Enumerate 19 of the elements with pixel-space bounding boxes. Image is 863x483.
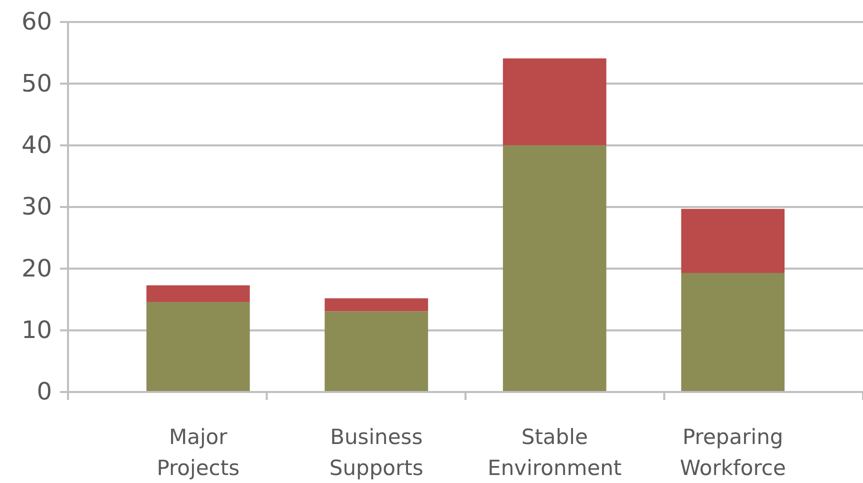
x-tick-label: Stable Environment xyxy=(488,425,622,480)
bar xyxy=(502,145,606,392)
x-tick-label: Business Supports xyxy=(329,425,424,480)
y-tick-label: 50 xyxy=(21,69,52,98)
y-tick-label: 30 xyxy=(21,192,52,221)
x-tick-label: Preparing Workforce xyxy=(680,425,786,480)
bar xyxy=(502,58,606,146)
y-tick-label: 20 xyxy=(21,254,52,282)
y-tick-label: 0 xyxy=(36,378,52,406)
y-tick-label: 40 xyxy=(21,131,52,160)
bar xyxy=(324,311,428,392)
x-tick-label: Major Projects xyxy=(156,425,240,480)
bar xyxy=(681,208,785,273)
bar xyxy=(146,285,250,302)
bar xyxy=(324,298,428,312)
y-tick-label: 60 xyxy=(21,8,52,36)
bar xyxy=(681,272,785,392)
bar xyxy=(146,302,250,392)
y-tick-label: 10 xyxy=(21,316,52,344)
